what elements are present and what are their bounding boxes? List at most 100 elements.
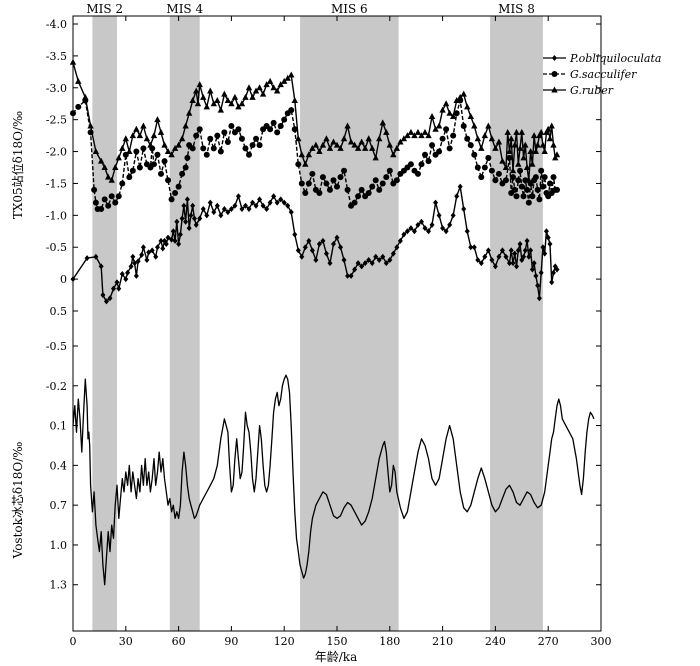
point-p-obliquiloculata	[341, 256, 347, 263]
bottom-y-axis-label: Vostok冰芯δ18O/‰	[11, 442, 25, 560]
point-g-sacculifer	[309, 170, 316, 177]
point-g-sacculifer	[133, 148, 140, 155]
point-g-ruber	[386, 141, 393, 148]
point-g-sacculifer	[481, 164, 488, 171]
point-g-sacculifer	[91, 186, 98, 193]
point-g-ruber	[525, 176, 533, 183]
point-g-ruber	[504, 128, 511, 135]
point-g-ruber	[347, 138, 355, 145]
point-g-ruber	[543, 128, 550, 135]
point-p-obliquiloculata	[478, 260, 484, 267]
series-g-ruber	[69, 58, 561, 183]
point-p-obliquiloculata	[390, 250, 396, 257]
point-g-ruber	[207, 87, 214, 94]
y-tick-label: 1.3	[50, 579, 68, 592]
point-p-obliquiloculata	[278, 196, 284, 203]
point-p-obliquiloculata	[454, 193, 460, 200]
point-g-sacculifer	[129, 167, 136, 174]
x-tick-label: 180	[379, 635, 400, 648]
point-g-sacculifer	[341, 167, 348, 174]
point-p-obliquiloculata	[529, 266, 535, 273]
x-tick-label: 0	[70, 635, 77, 648]
point-p-obliquiloculata	[184, 196, 190, 203]
point-p-obliquiloculata	[221, 205, 227, 212]
point-g-ruber	[119, 144, 126, 151]
point-p-obliquiloculata	[267, 199, 273, 206]
point-g-sacculifer	[281, 116, 288, 123]
point-p-obliquiloculata	[130, 253, 136, 260]
point-p-obliquiloculata	[426, 228, 432, 235]
point-g-sacculifer	[506, 154, 513, 161]
point-g-ruber	[284, 74, 291, 81]
point-p-obliquiloculata	[549, 279, 555, 286]
point-g-ruber	[249, 93, 256, 100]
x-tick-label: 30	[119, 635, 133, 648]
point-p-obliquiloculata	[528, 247, 534, 254]
y-tick-label: -2.5	[46, 114, 67, 127]
point-g-ruber	[358, 138, 365, 145]
point-g-sacculifer	[179, 170, 186, 177]
point-g-sacculifer	[517, 167, 524, 174]
point-p-obliquiloculata	[158, 237, 164, 244]
band-mis-4	[169, 16, 200, 631]
point-p-obliquiloculata	[114, 279, 120, 286]
point-p-obliquiloculata	[376, 256, 382, 263]
point-g-ruber	[481, 132, 489, 139]
point-p-obliquiloculata	[232, 202, 238, 209]
point-g-sacculifer	[502, 177, 509, 184]
point-g-ruber	[511, 141, 518, 148]
point-g-ruber	[164, 148, 172, 155]
point-p-obliquiloculata	[119, 271, 125, 278]
point-g-ruber	[252, 87, 260, 94]
point-p-obliquiloculata	[181, 202, 187, 209]
point-p-obliquiloculata	[302, 244, 308, 251]
point-p-obliquiloculata	[225, 209, 231, 216]
point-p-obliquiloculata	[443, 228, 449, 235]
point-p-obliquiloculata	[250, 199, 256, 206]
point-g-sacculifer	[460, 123, 467, 130]
point-g-sacculifer	[529, 193, 536, 200]
point-g-ruber	[397, 138, 404, 145]
band-label-mis-4: MIS 4	[166, 2, 203, 16]
point-g-sacculifer	[101, 196, 108, 203]
point-p-obliquiloculata	[193, 221, 199, 228]
point-p-obliquiloculata	[550, 269, 556, 276]
point-p-obliquiloculata	[447, 221, 453, 228]
point-p-obliquiloculata	[163, 241, 169, 248]
point-p-obliquiloculata	[154, 244, 160, 251]
point-g-sacculifer	[515, 177, 522, 184]
point-g-ruber	[228, 100, 235, 107]
point-g-sacculifer	[253, 135, 260, 142]
point-g-sacculifer	[115, 193, 122, 200]
point-g-sacculifer	[105, 202, 112, 209]
point-p-obliquiloculata	[545, 234, 551, 241]
point-g-sacculifer	[136, 164, 143, 171]
point-g-ruber	[393, 144, 401, 151]
point-g-ruber	[546, 135, 554, 142]
point-g-sacculifer	[422, 151, 428, 158]
point-g-ruber	[92, 148, 100, 155]
point-g-sacculifer	[288, 107, 295, 114]
point-g-ruber	[140, 122, 147, 129]
point-p-obliquiloculata	[492, 263, 498, 270]
point-g-ruber	[488, 135, 496, 142]
point-g-ruber	[383, 128, 390, 135]
point-g-ruber	[101, 164, 108, 170]
x-tick-label: 150	[327, 635, 348, 648]
point-g-ruber	[105, 173, 112, 180]
point-g-sacculifer	[182, 164, 189, 171]
point-p-obliquiloculata	[116, 285, 122, 292]
point-g-sacculifer	[323, 180, 330, 187]
point-p-obliquiloculata	[352, 266, 358, 273]
point-g-ruber	[238, 100, 246, 107]
point-p-obliquiloculata	[165, 234, 171, 241]
point-g-ruber	[457, 93, 464, 100]
point-p-obliquiloculata	[429, 221, 435, 228]
point-g-sacculifer	[295, 161, 302, 168]
point-p-obliquiloculata	[401, 231, 407, 238]
point-p-obliquiloculata	[496, 253, 502, 260]
point-g-ruber	[147, 141, 154, 148]
point-g-ruber	[178, 135, 186, 142]
point-p-obliquiloculata	[468, 244, 474, 251]
point-g-ruber	[291, 97, 298, 104]
